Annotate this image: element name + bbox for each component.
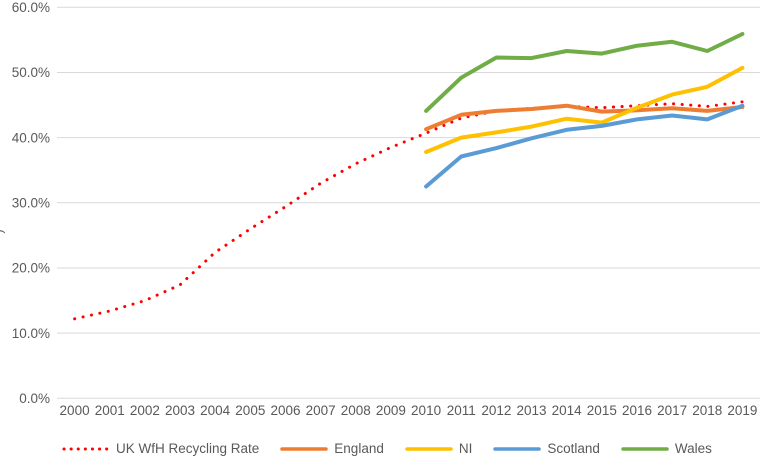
legend-line-icon — [405, 447, 453, 451]
x-tick-label: 2010 — [411, 403, 441, 418]
y-tick-label: 0.0% — [19, 391, 50, 406]
legend-line-icon — [621, 447, 669, 451]
x-tick-label: 2014 — [552, 403, 583, 418]
x-tick-label: 2009 — [376, 403, 406, 418]
series-line — [424, 103, 745, 132]
x-tick-label: 2012 — [481, 403, 511, 418]
x-tick-label: 2002 — [130, 403, 160, 418]
x-tick-label: 2004 — [200, 403, 231, 418]
series-line — [424, 65, 745, 154]
series-line — [424, 103, 745, 189]
legend-label: NI — [458, 441, 473, 457]
legend-label: Wales — [674, 441, 712, 457]
chart-legend: UK WfH Recycling Rate England NI Scotlan… — [62, 436, 768, 462]
y-tick-label: 10.0% — [12, 326, 50, 341]
x-tick-label: 2019 — [727, 403, 757, 418]
series-line — [73, 100, 744, 321]
x-tick-label: 2011 — [447, 403, 476, 418]
x-tick-label: 2001 — [95, 403, 125, 418]
legend-item-ni: NI — [405, 441, 473, 457]
y-tick-label: 20.0% — [12, 261, 50, 276]
legend-label: England — [334, 441, 384, 457]
legend-item-scotland: Scotland — [493, 442, 600, 456]
x-tick-label: 2005 — [235, 403, 265, 418]
x-tick-label: 2003 — [165, 403, 195, 418]
legend-label: UK WfH Recycling Rate — [116, 441, 260, 457]
x-tick-label: 2018 — [692, 403, 722, 418]
y-tick-label: 40.0% — [12, 130, 50, 145]
x-tick-label: 2000 — [60, 403, 90, 418]
x-tick-label: 2015 — [587, 403, 617, 418]
y-tick-label: 30.0% — [12, 196, 50, 211]
x-tick-label: 2007 — [306, 403, 336, 418]
x-tick-label: 2006 — [270, 403, 300, 418]
legend-item-wales: Wales — [621, 442, 712, 456]
series-line — [424, 32, 745, 113]
legend-line-icon — [493, 447, 542, 451]
y-axis-clipped-title: ) — [0, 229, 6, 233]
x-tick-label: 2016 — [622, 403, 652, 418]
legend-label: Scotland — [547, 441, 600, 457]
legend-line-icon — [280, 447, 329, 451]
x-tick-label: 2013 — [517, 403, 547, 418]
x-tick-label: 2008 — [341, 403, 371, 418]
legend-item-england: England — [280, 442, 384, 456]
legend-item-uk-wfh-recycling-rate: UK WfH Recycling Rate — [62, 442, 259, 456]
legend-line-dotted-icon — [62, 447, 110, 451]
y-tick-label: 50.0% — [12, 65, 50, 80]
x-tick-label: 2017 — [657, 403, 687, 418]
chart-plot-area: 0.0% 10.0% 20.0% 30.0% 40.0% 50.0% 60.0% 2000 20… — [12, 0, 760, 418]
y-tick-label: 60.0% — [12, 0, 50, 15]
